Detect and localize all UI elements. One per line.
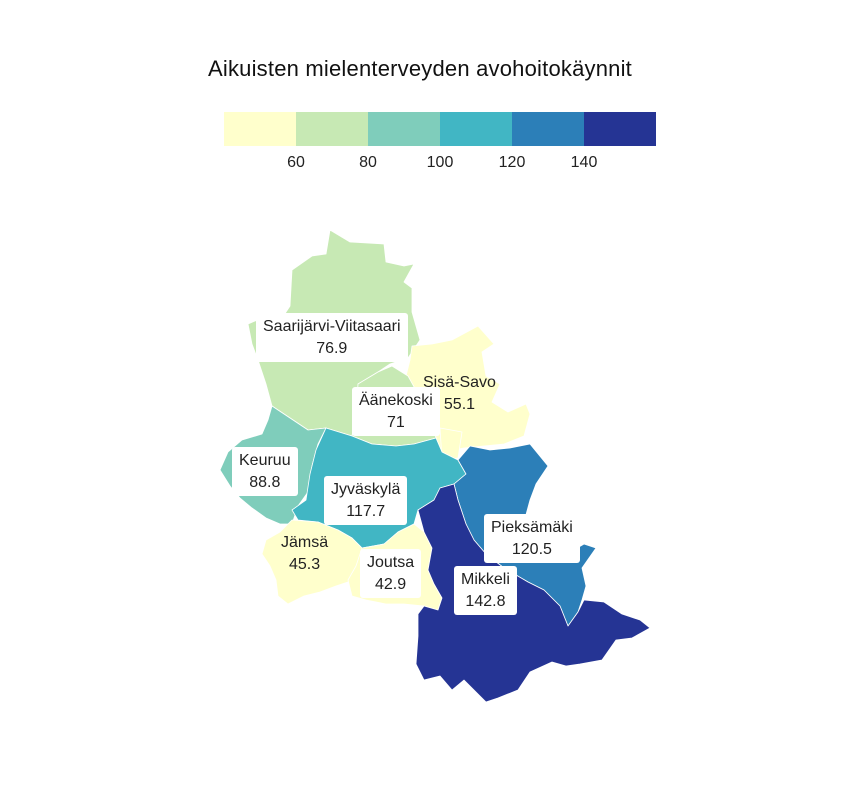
legend-swatch-4 [440,112,512,146]
region-label-joutsa: Joutsa 42.9 [360,549,422,598]
region-label-saarijarvi-viitasaari: Saarijärvi-Viitasaari 76.9 [256,313,408,362]
region-label-jyvaskyla: Jyväskylä 117.7 [324,476,408,525]
legend-tick: 120 [498,154,526,171]
legend-tick: 60 [287,154,305,171]
legend-swatch-2 [296,112,368,146]
legend-swatch-1 [224,112,296,146]
legend-swatch-3 [368,112,440,146]
region-jamsa[interactable] [261,519,363,605]
legend-swatch-5 [512,112,584,146]
region-label-keuruu: Keuruu 88.8 [232,447,298,496]
legend-color-bar [224,112,656,146]
region-label-pieksamaki: Pieksämäki 120.5 [484,514,580,563]
region-label-jamsa: Jämsä 45.3 [281,534,329,573]
legend-tick: 100 [426,154,454,171]
legend-swatch-6 [584,112,656,146]
region-label-aanekoski: Äänekoski 71 [352,387,440,436]
region-label-sisa-savo: Sisä-Savo 55.1 [423,374,496,413]
legend-tick: 80 [359,154,377,171]
map-title: Aikuisten mielenterveyden avohoitokäynni… [208,56,632,81]
region-sisa-savo-part[interactable] [439,427,463,461]
region-mikkeli[interactable] [415,483,651,703]
legend-ticks: 60 80 100 120 140 [224,154,656,176]
legend-tick: 140 [570,154,598,171]
color-legend: 60 80 100 120 140 [224,112,656,171]
region-label-mikkeli: Mikkeli 142.8 [454,566,517,615]
